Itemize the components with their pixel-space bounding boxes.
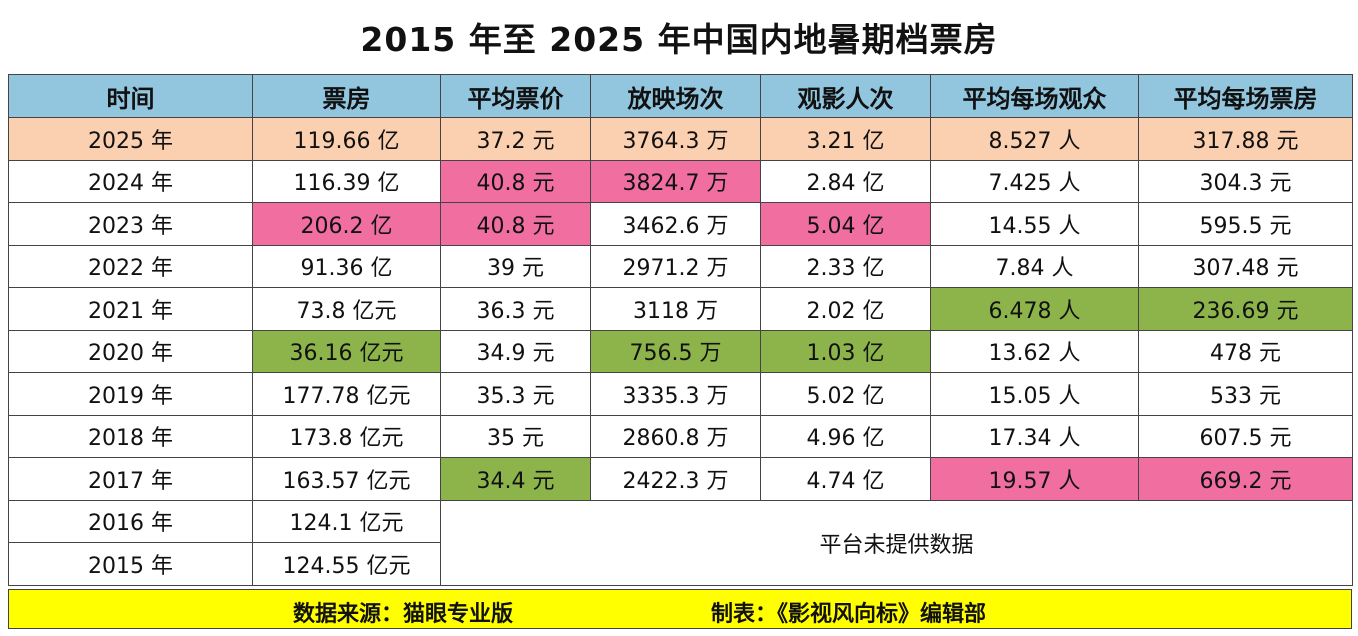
cell-avg-audience: 13.62 人	[930, 329, 1139, 373]
table-row: 2018 年 173.8 亿元 35 元 2860.8 万 4.96 亿 17.…	[8, 414, 1353, 458]
cell-year: 2019 年	[8, 372, 253, 416]
cell-avg-audience: 7.425 人	[930, 159, 1139, 203]
table-row: 2016 年 124.1 亿元 平台未提供数据	[8, 499, 1353, 586]
box-office-table: 时间 票房 平均票价 放映场次 观影人次 平均每场观众 平均每场票房 2025 …	[8, 74, 1353, 586]
cell-avg-price: 35.3 元	[440, 372, 591, 416]
cell-box-office: 206.2 亿	[252, 202, 441, 246]
data-source: 数据来源：猫眼专业版	[293, 602, 514, 627]
cell-avg-box-per-show: 607.5 元	[1138, 414, 1353, 458]
cell-box-office: 173.8 亿元	[252, 414, 441, 458]
cell-box-office: 163.57 亿元	[252, 457, 441, 501]
cell-year: 2023 年	[8, 202, 253, 246]
cell-year: 2017 年	[8, 457, 253, 501]
cell-box-office: 124.1 亿元	[252, 499, 441, 543]
cell-year: 2015 年	[8, 542, 253, 586]
cell-avg-audience: 19.57 人	[930, 457, 1139, 501]
table-row: 2015 年 124.55 亿元	[8, 542, 1353, 586]
cell-admissions: 3.21 亿	[760, 117, 931, 161]
cell-year: 2020 年	[8, 329, 253, 373]
cell-screenings: 2971.2 万	[590, 244, 761, 288]
cell-year: 2016 年	[8, 499, 253, 543]
cell-avg-box-per-show: 317.88 元	[1138, 117, 1353, 161]
cell-box-office: 119.66 亿	[252, 117, 441, 161]
cell-admissions: 2.84 亿	[760, 159, 931, 203]
cell-avg-box-per-show: 304.3 元	[1138, 159, 1353, 203]
cell-admissions: 5.04 亿	[760, 202, 931, 246]
cell-avg-box-per-show: 669.2 元	[1138, 457, 1353, 501]
cell-year: 2022 年	[8, 244, 253, 288]
table-row: 2021 年 73.8 亿元 36.3 元 3118 万 2.02 亿 6.47…	[8, 287, 1353, 331]
header-admissions: 观影人次	[760, 74, 931, 118]
table-row: 2025 年 119.66 亿 37.2 元 3764.3 万 3.21 亿 8…	[8, 117, 1353, 161]
cell-screenings: 3118 万	[590, 287, 761, 331]
cell-avg-price: 36.3 元	[440, 287, 591, 331]
cell-admissions: 2.33 亿	[760, 244, 931, 288]
table-row: 2023 年 206.2 亿 40.8 元 3462.6 万 5.04 亿 14…	[8, 202, 1353, 246]
cell-avg-price: 37.2 元	[440, 117, 591, 161]
cell-avg-price: 34.4 元	[440, 457, 591, 501]
cell-box-office: 116.39 亿	[252, 159, 441, 203]
header-row: 时间 票房 平均票价 放映场次 观影人次 平均每场观众 平均每场票房	[8, 74, 1353, 118]
cell-avg-audience: 8.527 人	[930, 117, 1139, 161]
cell-avg-box-per-show: 307.48 元	[1138, 244, 1353, 288]
cell-screenings: 2422.3 万	[590, 457, 761, 501]
no-data-note: 平台未提供数据	[440, 499, 1353, 586]
cell-box-office: 73.8 亿元	[252, 287, 441, 331]
cell-avg-audience: 14.55 人	[930, 202, 1139, 246]
cell-admissions: 4.74 亿	[760, 457, 931, 501]
header-avg-price: 平均票价	[440, 74, 591, 118]
table-row: 2020 年 36.16 亿元 34.9 元 756.5 万 1.03 亿 13…	[8, 329, 1353, 373]
cell-screenings: 2860.8 万	[590, 414, 761, 458]
header-screenings: 放映场次	[590, 74, 761, 118]
header-time: 时间	[8, 74, 253, 118]
table-row: 2017 年 163.57 亿元 34.4 元 2422.3 万 4.74 亿 …	[8, 457, 1353, 501]
cell-screenings: 3335.3 万	[590, 372, 761, 416]
cell-avg-box-per-show: 236.69 元	[1138, 287, 1353, 331]
footer-bar: 数据来源：猫眼专业版 制表：《影视风向标》编辑部	[8, 589, 1352, 629]
cell-avg-box-per-show: 595.5 元	[1138, 202, 1353, 246]
cell-admissions: 1.03 亿	[760, 329, 931, 373]
cell-screenings: 3764.3 万	[590, 117, 761, 161]
cell-avg-price: 40.8 元	[440, 159, 591, 203]
header-avg-box-per-show: 平均每场票房	[1138, 74, 1353, 118]
cell-admissions: 4.96 亿	[760, 414, 931, 458]
cell-avg-audience: 17.34 人	[930, 414, 1139, 458]
cell-avg-price: 35 元	[440, 414, 591, 458]
cell-avg-audience: 6.478 人	[930, 287, 1139, 331]
cell-avg-price: 40.8 元	[440, 202, 591, 246]
cell-box-office: 177.78 亿元	[252, 372, 441, 416]
cell-avg-price: 34.9 元	[440, 329, 591, 373]
cell-year: 2021 年	[8, 287, 253, 331]
cell-box-office: 36.16 亿元	[252, 329, 441, 373]
cell-admissions: 2.02 亿	[760, 287, 931, 331]
cell-year: 2024 年	[8, 159, 253, 203]
cell-avg-audience: 15.05 人	[930, 372, 1139, 416]
cell-year: 2025 年	[8, 117, 253, 161]
cell-avg-price: 39 元	[440, 244, 591, 288]
page-title: 2015 年至 2025 年中国内地暑期档票房	[360, 20, 998, 59]
table-row: 2019 年 177.78 亿元 35.3 元 3335.3 万 5.02 亿 …	[8, 372, 1353, 416]
cell-admissions: 5.02 亿	[760, 372, 931, 416]
cell-screenings: 3462.6 万	[590, 202, 761, 246]
cell-box-office: 124.55 亿元	[252, 542, 441, 586]
table-maker: 制表：《影视风向标》编辑部	[711, 602, 987, 627]
header-avg-audience: 平均每场观众	[930, 74, 1139, 118]
cell-avg-audience: 7.84 人	[930, 244, 1139, 288]
cell-screenings: 3824.7 万	[590, 159, 761, 203]
header-box-office: 票房	[252, 74, 441, 118]
cell-box-office: 91.36 亿	[252, 244, 441, 288]
cell-screenings: 756.5 万	[590, 329, 761, 373]
cell-avg-box-per-show: 533 元	[1138, 372, 1353, 416]
cell-avg-box-per-show: 478 元	[1138, 329, 1353, 373]
table-row: 2024 年 116.39 亿 40.8 元 3824.7 万 2.84 亿 7…	[8, 159, 1353, 203]
cell-year: 2018 年	[8, 414, 253, 458]
table-row: 2022 年 91.36 亿 39 元 2971.2 万 2.33 亿 7.84…	[8, 244, 1353, 288]
